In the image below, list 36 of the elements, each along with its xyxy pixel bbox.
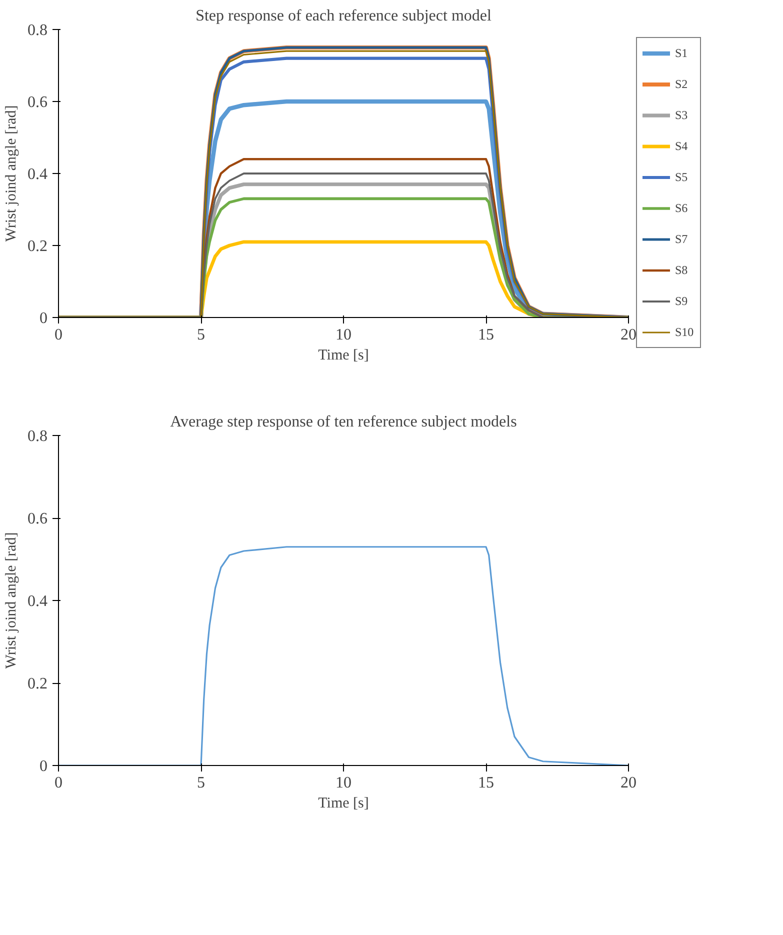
chart-title: Step response of each reference subject model — [196, 8, 492, 24]
y-axis-title: Wrist joind angle [rad] — [4, 105, 20, 242]
legend-label: S2 — [675, 76, 689, 92]
x-tick-label: 0 — [54, 774, 62, 792]
y-tick-label: 0.8 — [28, 22, 48, 39]
x-tick-label: 10 — [336, 774, 352, 792]
x-tick-label: 5 — [197, 326, 205, 344]
x-tick-label: 5 — [197, 774, 205, 792]
x-tick-label: 20 — [620, 774, 636, 792]
legend-label: S1 — [675, 44, 689, 62]
y-tick-label: 0.8 — [28, 428, 48, 445]
legend-label: S5 — [675, 168, 689, 186]
x-tick-label: 15 — [478, 326, 494, 344]
y-tick-label: 0 — [40, 758, 48, 775]
y-tick-label: 0.2 — [28, 676, 48, 692]
legend-label: S3 — [675, 106, 689, 124]
x-axis-title: Time [s] — [318, 796, 369, 812]
y-tick-label: 0.4 — [28, 593, 48, 610]
y-tick-label: 0.6 — [28, 94, 48, 111]
legend-label: S6 — [675, 200, 689, 216]
legend-label: S10 — [675, 324, 695, 340]
x-tick-label: 10 — [336, 326, 352, 344]
y-tick-label: 0.6 — [28, 510, 48, 528]
legend-label: S7 — [675, 230, 689, 248]
y-tick-label: 0.2 — [28, 238, 48, 255]
x-axis-title: Time [s] — [318, 348, 369, 364]
y-tick-label: 0.4 — [28, 166, 48, 183]
x-tick-label: 20 — [620, 326, 636, 344]
y-axis-title: Wrist joind angle [rad] — [4, 532, 20, 669]
y-tick-label: 0 — [40, 310, 48, 327]
chart-title: Average step response of ten reference subject models — [170, 414, 517, 430]
x-tick-label: 0 — [54, 326, 62, 344]
legend-label: S8 — [675, 262, 689, 278]
x-tick-label: 15 — [478, 774, 494, 792]
legend-label: S9 — [675, 292, 689, 310]
legend-label: S4 — [675, 138, 689, 154]
